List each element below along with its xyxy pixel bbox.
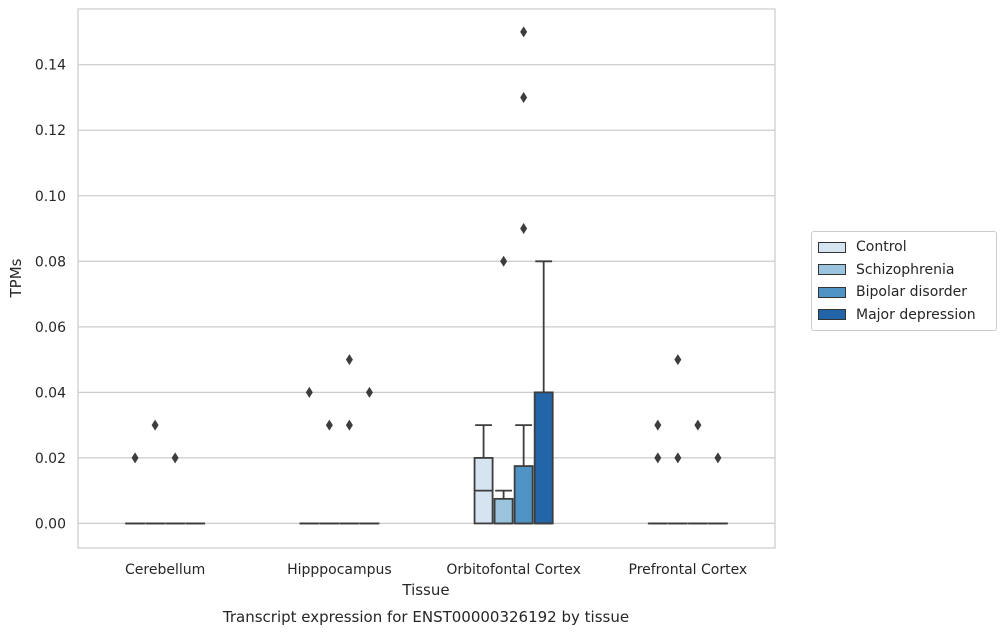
outlier-point <box>305 386 313 398</box>
outlier-point <box>654 452 662 464</box>
x-tick-label: Hipppocampus <box>287 562 392 578</box>
box-control <box>647 419 668 525</box>
box-schizophrenia <box>145 419 166 525</box>
outlier-point <box>500 255 508 267</box>
box-bipolar-disorder <box>339 354 360 525</box>
legend-label: Schizophrenia <box>856 261 955 278</box>
x-tick-label: Prefrontal Cortex <box>629 562 748 578</box>
box-iqr <box>493 497 514 525</box>
y-tick-label: 0.00 <box>35 516 66 532</box>
outlier-point <box>520 26 528 38</box>
y-tick-label: 0.08 <box>35 254 66 270</box>
legend-label: Major depression <box>856 306 976 323</box>
x-axis-label: Tissue <box>401 581 449 599</box>
box-control <box>473 424 494 525</box>
outlier-point <box>674 354 682 366</box>
box-control <box>125 452 145 525</box>
x-tick-labels: Cerebellum Hipppocampus Orbitofontal Corte… <box>125 562 747 578</box>
outlier-point <box>654 419 662 431</box>
y-tick-label: 0.14 <box>35 58 66 74</box>
legend-item: Major depression <box>812 304 996 327</box>
outlier-point <box>131 452 139 464</box>
legend-item: Control <box>812 236 996 259</box>
grid-lines <box>78 64 775 525</box>
outlier-point <box>520 223 528 235</box>
box-control <box>299 386 320 525</box>
outlier-point <box>345 419 353 431</box>
legend-swatch <box>818 241 846 253</box>
outlier-point <box>694 419 702 431</box>
box-schizophrenia <box>493 255 514 525</box>
y-tick-label: 0.06 <box>35 320 66 336</box>
outlier-point <box>171 452 179 464</box>
outlier-point <box>325 419 333 431</box>
outlier-point <box>345 354 353 366</box>
box-schizophrenia <box>319 419 340 525</box>
legend-label: Control <box>856 239 907 256</box>
y-axis-label: TPMs <box>7 258 25 298</box>
box-major-depression <box>708 452 728 525</box>
outlier-point <box>520 91 528 103</box>
box-bipolar-disorder <box>513 26 534 525</box>
outlier-point <box>674 452 682 464</box>
box-iqr <box>513 465 534 525</box>
box-iqr <box>533 391 554 525</box>
box-plot-layer <box>125 26 728 525</box>
legend-label: Bipolar disorder <box>856 284 968 301</box>
y-tick-label: 0.10 <box>35 189 66 205</box>
x-tick-label: Orbitofontal Cortex <box>446 562 581 578</box>
outlier-point <box>714 452 722 464</box>
legend-swatch <box>818 309 846 321</box>
y-tick-label: 0.04 <box>35 385 66 401</box>
legend-swatch <box>818 264 846 276</box>
outlier-point <box>151 419 159 431</box>
box-bipolar-disorder <box>687 419 708 525</box>
box-major-depression <box>359 386 380 525</box>
legend-item: Schizophrenia <box>812 259 996 282</box>
x-tick-label: Cerebellum <box>125 562 205 578</box>
y-tick-label: 0.12 <box>35 123 66 139</box>
y-tick-labels: 0.00 0.02 0.04 0.06 0.08 0.10 0.12 0.14 <box>35 58 66 533</box>
plot-frame <box>77 8 776 549</box>
box-schizophrenia <box>667 354 688 525</box>
y-tick-label: 0.02 <box>35 451 66 467</box>
outlier-point <box>365 386 373 398</box>
box-major-depression <box>533 260 554 525</box>
legend: Control Schizophrenia Bipolar disorder Majo… <box>811 231 997 331</box>
chart-title: Transcript expression for ENST0000032619… <box>222 608 629 626</box>
legend-item: Bipolar disorder <box>812 281 996 304</box>
box-bipolar-disorder <box>165 452 186 525</box>
legend-swatch <box>818 286 846 298</box>
